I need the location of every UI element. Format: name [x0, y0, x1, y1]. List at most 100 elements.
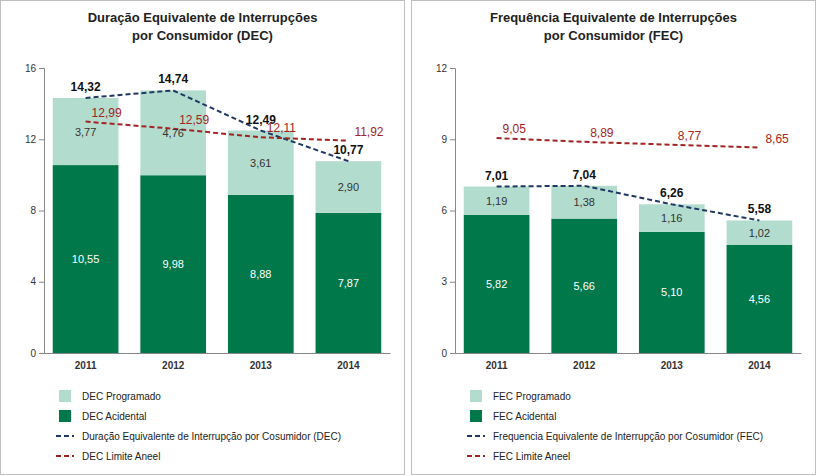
line-label: 12,11 — [267, 121, 296, 135]
bar-label: 1,38 — [573, 196, 594, 208]
line — [497, 138, 760, 148]
bar — [316, 161, 382, 213]
line — [86, 90, 349, 161]
x-tick: 2014 — [337, 353, 360, 371]
bar-label: 4,56 — [749, 293, 770, 305]
line-label: 8,77 — [678, 129, 702, 143]
chart-title: Duração Equivalente de Interrupções — [88, 10, 318, 25]
legend-label: DEC Programado — [82, 391, 161, 402]
plot-marks — [464, 138, 792, 353]
y-tick-mark — [39, 68, 44, 69]
bar-label: 3,77 — [75, 126, 96, 138]
bar — [464, 187, 530, 215]
bar — [727, 245, 793, 353]
x-tick: 2013 — [661, 353, 684, 371]
y-tick: 9 — [441, 134, 455, 145]
x-tick-label: 2011 — [75, 360, 97, 371]
legend-swatch — [56, 435, 74, 437]
x-tick: 2011 — [75, 353, 97, 371]
x-tick: 2012 — [162, 353, 185, 371]
y-tick: 12 — [436, 63, 455, 74]
bar-label: 1,19 — [486, 195, 507, 207]
y-tick-label: 0 — [30, 348, 36, 359]
bar — [464, 215, 530, 353]
line-label: 14,32 — [71, 80, 101, 94]
chart-panel: Frequência Equivalente de Interrupções po… — [412, 1, 816, 475]
y-tick-label: 8 — [30, 205, 36, 216]
bar — [140, 175, 206, 353]
data-labels: 5,825,665,104,561,191,381,161,027,017,04… — [485, 122, 789, 305]
bar-label: 8,88 — [250, 268, 271, 280]
y-tick: 4 — [30, 276, 44, 287]
line-label: 8,89 — [590, 126, 614, 140]
chart-title: Frequência Equivalente de Interrupções — [490, 10, 737, 25]
legend-label: DEC Limite Aneel — [82, 451, 160, 462]
line-label: 11,92 — [354, 125, 383, 139]
legend-label: FEC Acidental — [493, 411, 556, 422]
y-tick: 0 — [441, 348, 455, 359]
bar-label: 9,98 — [162, 258, 183, 270]
bar-label: 3,61 — [250, 157, 271, 169]
x-tick-label: 2014 — [748, 360, 771, 371]
line-label: 12,99 — [92, 106, 122, 120]
x-tick-label: 2013 — [250, 360, 273, 371]
line-label: 9,05 — [503, 122, 527, 136]
x-tick-label: 2012 — [162, 360, 185, 371]
panel-frame — [412, 1, 816, 475]
legend-label: Duração Equivalente de Interrupção por C… — [82, 431, 341, 442]
legend-swatch — [56, 455, 74, 457]
y-tick-mark — [39, 353, 44, 354]
figure: Duração Equivalente de Interrupções por C… — [0, 0, 818, 476]
y-tick-label: 4 — [30, 276, 36, 287]
legend-label: Frequencia Equivalente de Interrupção po… — [493, 431, 763, 442]
line-label: 6,26 — [660, 186, 684, 200]
legend-swatch — [467, 455, 485, 457]
legend-swatch — [470, 390, 482, 402]
y-tick-label: 12 — [436, 63, 448, 74]
line — [497, 186, 760, 221]
y-tick-mark — [450, 353, 455, 354]
bar — [140, 90, 206, 175]
y-tick-label: 0 — [441, 348, 447, 359]
bar — [228, 131, 294, 195]
x-axis: 2011201220132014 — [456, 353, 802, 371]
y-tick: 12 — [25, 134, 44, 145]
y-tick-label: 3 — [441, 276, 447, 287]
chart-title: por Consumidor (FEC) — [544, 28, 683, 43]
y-axis: 0 3 6 9 12 — [436, 63, 456, 359]
legend-label: FEC Limite Aneel — [493, 451, 570, 462]
plot-marks — [53, 90, 381, 353]
y-axis-line — [450, 69, 456, 354]
x-tick-label: 2014 — [337, 360, 360, 371]
bar — [639, 232, 705, 353]
bar — [228, 195, 294, 353]
bar-label: 2,90 — [338, 181, 359, 193]
legend-label: DEC Acidental — [82, 411, 146, 422]
y-tick-mark — [39, 211, 44, 212]
line-label: 14,74 — [158, 72, 188, 86]
line-label: 12,59 — [179, 113, 209, 127]
bar — [727, 220, 793, 244]
panel-frame — [1, 1, 405, 475]
bar-label: 5,10 — [661, 286, 682, 298]
line-label: 7,04 — [573, 168, 597, 182]
x-tick: 2013 — [250, 353, 273, 371]
y-tick-label: 6 — [441, 205, 447, 216]
y-tick-label: 16 — [25, 63, 37, 74]
y-axis: 0 4 8 12 16 — [25, 63, 45, 359]
legend-swatch — [59, 390, 71, 402]
x-tick-label: 2011 — [486, 360, 508, 371]
line-label: 7,01 — [485, 169, 509, 183]
bar — [551, 219, 617, 353]
line-label: 10,77 — [333, 143, 363, 157]
y-tick: 16 — [25, 63, 44, 74]
x-axis: 2011 2012 2013 2014 — [45, 353, 391, 371]
x-tick: 2011 — [486, 353, 508, 371]
line-label: 8,65 — [765, 132, 789, 146]
y-tick-mark — [450, 282, 455, 283]
bar-label: 1,02 — [749, 227, 770, 239]
bar-label: 4,76 — [162, 127, 183, 139]
legend: DEC Programado DEC Acidental Duração Equiv… — [56, 390, 341, 462]
y-axis-line — [39, 69, 45, 354]
legend-swatch — [467, 435, 485, 437]
